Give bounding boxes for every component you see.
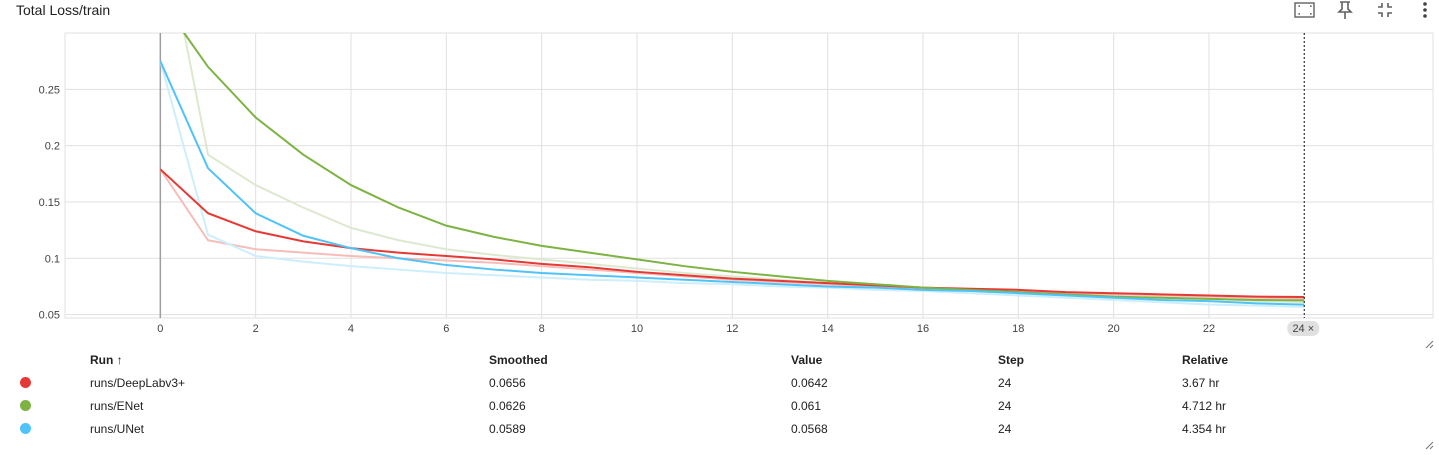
column-header-value[interactable]: Value [791, 353, 823, 367]
y-tick-label: 0.05 [39, 310, 60, 322]
series-raw-line [159, 60, 1305, 308]
column-header-relative[interactable]: Relative [1182, 353, 1229, 367]
smoothed-value: 0.0589 [489, 422, 526, 436]
x-tick-label: 18 [1012, 323, 1024, 335]
chart-axes: 0 2 4 6 8 10 12 14 16 18 20 22 0.05 0.1 0.15 0.2 0.25 [39, 84, 1216, 335]
series-smoothed-line [159, 60, 1305, 306]
table-row[interactable]: runs/DeepLabv3+ 0.0656 0.0642 24 3.67 hr [0, 372, 1439, 394]
x-tick-label: 14 [822, 323, 834, 335]
x-tick-label: 0 [157, 323, 163, 335]
x-tick-label: 22 [1203, 323, 1215, 335]
series-smoothed-line [182, 33, 1305, 302]
relative-time: 3.67 hr [1182, 376, 1220, 390]
x-tick-label: 8 [539, 323, 545, 335]
series-raw-line [159, 168, 1305, 300]
table-row[interactable]: runs/ENet 0.0626 0.061 24 4.712 hr [0, 395, 1439, 417]
chart-title: Total Loss/train [16, 2, 111, 18]
chart-grid [64, 32, 1434, 319]
line-chart[interactable]: 0 2 4 6 8 10 12 14 16 18 20 22 0.05 0.1 0.15 0.2 0.25 24… [0, 0, 1439, 345]
column-header-smoothed[interactable]: Smoothed [489, 353, 548, 367]
x-tick-label: 12 [726, 323, 738, 335]
run-name: runs/DeepLabv3+ [90, 376, 186, 390]
column-header-step[interactable]: Step [998, 353, 1025, 367]
step-value: 24 [998, 422, 1012, 436]
run-color-dot [20, 400, 31, 411]
x-tick-label: 4 [348, 323, 354, 335]
chart-series [159, 33, 1305, 308]
x-tick-label: 6 [443, 323, 449, 335]
hover-step-label: 24 × [1292, 323, 1314, 335]
column-header-run[interactable]: Run ↑ [90, 353, 123, 367]
relative-time: 4.712 hr [1182, 399, 1227, 413]
x-tick-label: 20 [1108, 323, 1120, 335]
step-value: 24 [998, 399, 1012, 413]
x-tick-label: 16 [917, 323, 929, 335]
raw-value: 0.0568 [791, 422, 828, 436]
chart-resize-handle-icon[interactable] [1424, 336, 1434, 349]
relative-time: 4.354 hr [1182, 422, 1227, 436]
raw-value: 0.0642 [791, 376, 828, 390]
more-vert-icon[interactable] [1413, 0, 1437, 22]
run-name: runs/UNet [90, 422, 145, 436]
collapse-icon[interactable] [1373, 0, 1397, 22]
x-tick-label: 10 [631, 323, 643, 335]
y-tick-label: 0.25 [39, 84, 60, 96]
smoothed-value: 0.0626 [489, 399, 526, 413]
fit-domain-icon[interactable] [1293, 0, 1317, 22]
y-tick-label: 0.1 [45, 253, 60, 265]
table-row[interactable]: runs/UNet 0.0589 0.0568 24 4.354 hr [0, 418, 1439, 440]
plot-area-border [64, 32, 1434, 319]
step-value: 24 [998, 376, 1012, 390]
hover-step-chip [1287, 321, 1320, 336]
smoothed-value: 0.0656 [489, 376, 526, 390]
y-tick-label: 0.2 [45, 141, 60, 153]
run-color-dot [20, 377, 31, 388]
run-name: runs/ENet [90, 399, 144, 413]
pin-icon[interactable] [1333, 0, 1357, 22]
hover-indicator: 24 × [1287, 33, 1320, 336]
x-tick-label: 2 [253, 323, 259, 335]
run-color-dot [20, 423, 31, 434]
raw-value: 0.061 [791, 399, 822, 413]
table-resize-handle-icon[interactable] [1424, 437, 1434, 450]
y-tick-label: 0.15 [39, 197, 60, 209]
